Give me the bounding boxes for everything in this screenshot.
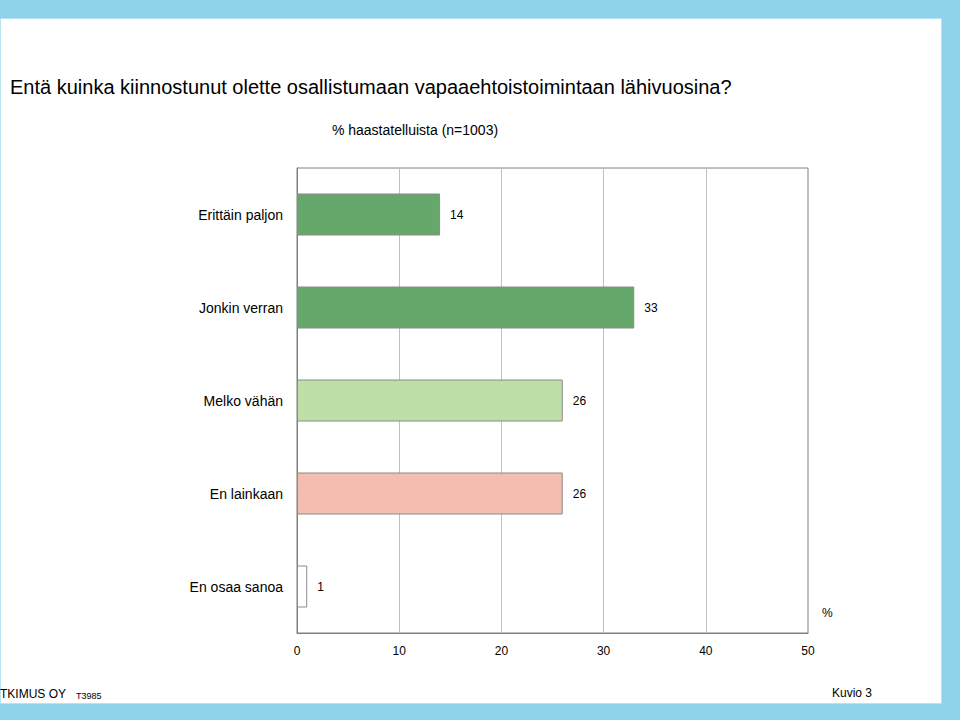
svg-text:T3985: T3985 [76, 691, 102, 701]
svg-text:En lainkaan: En lainkaan [210, 486, 283, 502]
svg-text:%: % [822, 606, 833, 620]
svg-text:Melko vähän: Melko vähän [204, 393, 283, 409]
svg-text:30: 30 [597, 644, 611, 658]
svg-text:% haastatelluista (n=1003): % haastatelluista (n=1003) [332, 122, 498, 138]
svg-text:33: 33 [644, 301, 658, 315]
svg-text:0: 0 [294, 644, 301, 658]
svg-text:20: 20 [495, 644, 509, 658]
svg-text:26: 26 [573, 487, 587, 501]
svg-text:14: 14 [450, 208, 464, 222]
svg-text:40: 40 [699, 644, 713, 658]
svg-text:26: 26 [573, 394, 587, 408]
svg-text:Jonkin verran: Jonkin verran [199, 300, 283, 316]
svg-text:10: 10 [393, 644, 407, 658]
svg-text:50: 50 [801, 644, 815, 658]
svg-text:TKIMUS OY: TKIMUS OY [0, 687, 66, 701]
svg-text:Erittäin paljon: Erittäin paljon [198, 207, 283, 223]
svg-text:Entä kuinka kiinnostunut olett: Entä kuinka kiinnostunut olette osallist… [10, 76, 732, 98]
svg-text:En osaa sanoa: En osaa sanoa [190, 579, 284, 595]
svg-text:Kuvio 3: Kuvio 3 [832, 686, 872, 700]
svg-text:1: 1 [317, 580, 324, 594]
